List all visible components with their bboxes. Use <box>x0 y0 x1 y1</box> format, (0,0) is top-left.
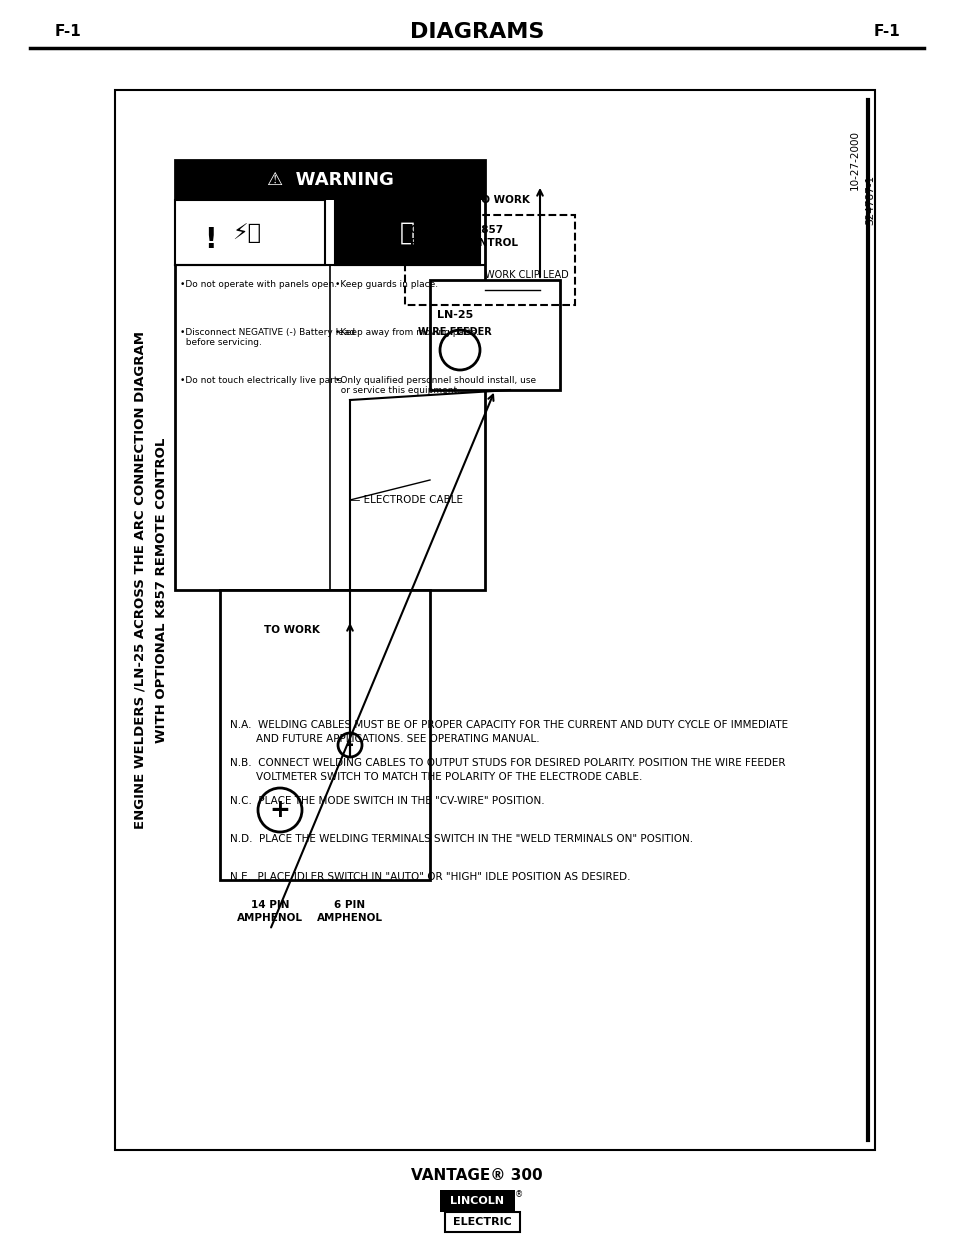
Text: ELECTRIC: ELECTRIC <box>452 1216 511 1228</box>
Bar <box>405 215 575 305</box>
Text: •Keep away from moving parts.: •Keep away from moving parts. <box>335 329 478 337</box>
Text: ⚡👤: ⚡👤 <box>233 224 261 243</box>
Bar <box>444 1212 519 1233</box>
Text: N.D.  PLACE THE WELDING TERMINALS SWITCH IN THE "WELD TERMINALS ON" POSITION.: N.D. PLACE THE WELDING TERMINALS SWITCH … <box>230 834 693 844</box>
Text: •Only qualified personnel should install, use
  or service this equipment.: •Only qualified personnel should install… <box>335 375 536 395</box>
Text: ®: ® <box>515 1191 522 1199</box>
Bar <box>335 200 479 266</box>
Circle shape <box>337 734 361 757</box>
Text: 14 PIN: 14 PIN <box>251 900 289 910</box>
Circle shape <box>439 330 479 370</box>
Text: — ELECTRODE CABLE: — ELECTRODE CABLE <box>350 495 462 505</box>
Text: N.A.  WELDING CABLES MUST BE OF PROPER CAPACITY FOR THE CURRENT AND DUTY CYCLE O: N.A. WELDING CABLES MUST BE OF PROPER CA… <box>230 720 787 730</box>
Text: VANTAGE® 300: VANTAGE® 300 <box>411 1167 542 1182</box>
Bar <box>220 590 430 881</box>
Text: ✋: ✋ <box>399 221 414 245</box>
Text: AND FUTURE APPLICATIONS. SEE OPERATING MANUAL.: AND FUTURE APPLICATIONS. SEE OPERATING M… <box>230 734 539 743</box>
Text: WORK CLIP LEAD: WORK CLIP LEAD <box>484 270 568 280</box>
Text: AMPHENOL: AMPHENOL <box>236 913 303 923</box>
Text: REMOTE CONTROL: REMOTE CONTROL <box>410 238 517 248</box>
Bar <box>439 1191 515 1212</box>
Text: 6 PIN: 6 PIN <box>335 900 365 910</box>
Text: ⚠  WARNING: ⚠ WARNING <box>266 170 393 189</box>
Text: WIRE FEEDER: WIRE FEEDER <box>417 327 492 337</box>
Text: VOLTMETER SWITCH TO MATCH THE POLARITY OF THE ELECTRODE CABLE.: VOLTMETER SWITCH TO MATCH THE POLARITY O… <box>230 772 641 782</box>
Text: +: + <box>270 798 290 823</box>
Text: •Disconnect NEGATIVE (-) Battery lead
  before servicing.: •Disconnect NEGATIVE (-) Battery lead be… <box>180 329 355 347</box>
Bar <box>174 200 325 266</box>
Text: TO WORK: TO WORK <box>264 625 319 635</box>
Text: OPTIONAL K857: OPTIONAL K857 <box>410 225 502 235</box>
Text: N.E.  PLACE IDLER SWITCH IN "AUTO" OR "HIGH" IDLE POSITION AS DESIRED.: N.E. PLACE IDLER SWITCH IN "AUTO" OR "HI… <box>230 872 630 882</box>
Text: AMPHENOL: AMPHENOL <box>316 913 382 923</box>
Text: N.C.  PLACE THE MODE SWITCH IN THE "CV-WIRE" POSITION.: N.C. PLACE THE MODE SWITCH IN THE "CV-WI… <box>230 797 544 806</box>
Text: !: ! <box>204 226 216 253</box>
Text: -: - <box>346 736 354 755</box>
Text: 10-27-2000: 10-27-2000 <box>849 130 859 190</box>
Text: N.B.  CONNECT WELDING CABLES TO OUTPUT STUDS FOR DESIRED POLARITY. POSITION THE : N.B. CONNECT WELDING CABLES TO OUTPUT ST… <box>230 758 784 768</box>
Text: F-1: F-1 <box>55 25 82 40</box>
Circle shape <box>257 788 302 832</box>
Bar <box>174 161 484 200</box>
Text: TO WORK: TO WORK <box>474 195 530 205</box>
Bar <box>430 280 559 390</box>
Bar <box>115 90 874 1150</box>
Bar <box>174 161 484 590</box>
Text: LN-25: LN-25 <box>436 310 473 320</box>
Text: F-1: F-1 <box>872 25 899 40</box>
Text: ENGINE WELDERS /LN-25 ACROSS THE ARC CONNECTION DIAGRAM: ENGINE WELDERS /LN-25 ACROSS THE ARC CON… <box>133 331 147 829</box>
Text: WITH OPTIONAL K857 REMOTE CONTROL: WITH OPTIONAL K857 REMOTE CONTROL <box>155 437 169 742</box>
Text: •Do not operate with panels open.: •Do not operate with panels open. <box>180 280 336 289</box>
Text: DIAGRAMS: DIAGRAMS <box>410 22 543 42</box>
Text: •Do not touch electrically live parts.: •Do not touch electrically live parts. <box>180 375 345 385</box>
Text: S24787-1: S24787-1 <box>864 175 874 225</box>
Text: LINCOLN: LINCOLN <box>450 1195 503 1207</box>
Polygon shape <box>183 204 237 259</box>
Text: •Keep guards in place.: •Keep guards in place. <box>335 280 437 289</box>
